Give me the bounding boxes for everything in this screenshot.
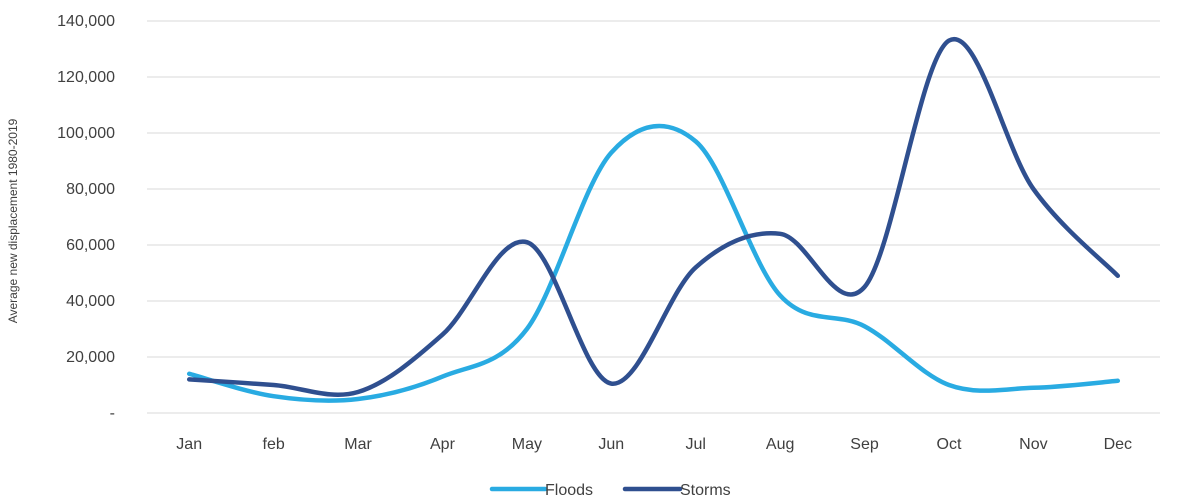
x-tick-label: feb	[263, 436, 285, 453]
y-tick-label: -	[110, 405, 115, 422]
y-tick-label: 140,000	[57, 13, 115, 30]
legend-label-floods: Floods	[545, 482, 593, 499]
x-tick-label: Aug	[766, 436, 794, 453]
x-tick-label: Apr	[430, 436, 456, 453]
series-lines	[186, 36, 1121, 403]
x-tick-label: Jul	[685, 436, 705, 453]
x-tick-label: Nov	[1019, 436, 1047, 453]
series-line-storms	[186, 36, 1121, 397]
x-tick-label: Jun	[598, 436, 624, 453]
x-tick-label: May	[512, 436, 542, 453]
y-tick-label: 60,000	[66, 237, 115, 254]
y-tick-label: 120,000	[57, 69, 115, 86]
y-tick-label: 100,000	[57, 125, 115, 142]
y-tick-label: 20,000	[66, 349, 115, 366]
y-tick-label: 80,000	[66, 181, 115, 198]
x-tick-label: Jan	[176, 436, 202, 453]
legend: Floods Storms	[489, 482, 731, 499]
x-tick-label: Sep	[850, 436, 879, 453]
y-axis-label: Average new displacement 1980-2019	[6, 118, 20, 323]
x-tick-label: Mar	[344, 436, 372, 453]
y-axis-ticks: - 20,000 40,000 60,000 80,000 100,000 120,000 1…	[57, 13, 115, 422]
x-axis-ticks: Jan feb Mar Apr May Jun Jul Aug Sep Oct Nov Dec	[176, 436, 1132, 453]
x-tick-label: Dec	[1104, 436, 1132, 453]
legend-label-storms: Storms	[680, 482, 731, 499]
series-line-floods	[186, 123, 1121, 403]
x-tick-label: Oct	[937, 436, 962, 453]
gridlines	[147, 20, 1160, 414]
y-tick-label: 40,000	[66, 293, 115, 310]
